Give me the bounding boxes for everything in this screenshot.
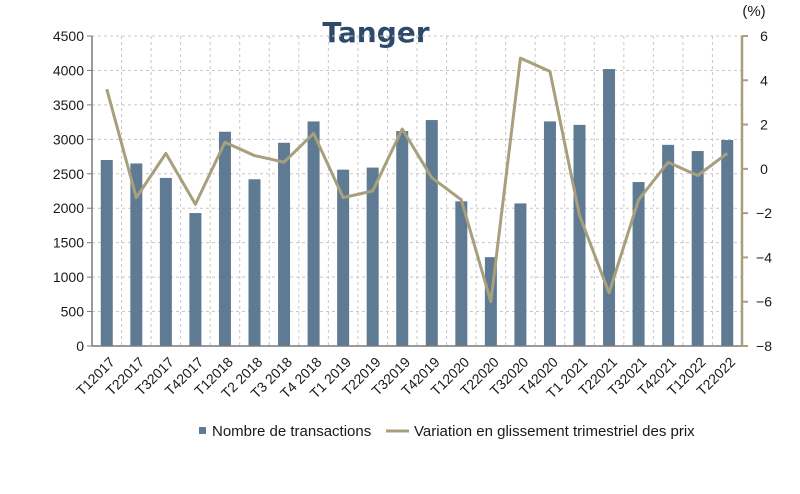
left-tick-label: 3000 (53, 131, 84, 147)
series-line (105, 56, 729, 304)
legend-label-transactions: Nombre de transactions (212, 423, 371, 440)
chart-title: Tanger (322, 16, 429, 49)
bar (248, 179, 261, 346)
right-axis-ticks: −8 −6 −4 −2 0 2 4 6 (742, 28, 772, 354)
bar (130, 163, 143, 346)
left-tick-label: 2500 (53, 166, 84, 182)
bar (721, 140, 734, 346)
line-series (105, 56, 729, 304)
legend-swatch-bar (199, 427, 206, 434)
left-tick-label: 2000 (53, 200, 84, 216)
bar (189, 213, 202, 346)
right-tick-label: −6 (756, 294, 772, 310)
bar (514, 203, 527, 346)
bar (603, 69, 616, 347)
right-tick-label: −2 (756, 205, 772, 221)
left-tick-label: 1000 (53, 269, 84, 285)
bar (662, 144, 675, 346)
right-tick-label: 0 (760, 161, 768, 177)
left-tick-label: 1500 (53, 235, 84, 251)
legend: Nombre de transactions Variation en gliss… (199, 423, 695, 440)
bar (159, 177, 172, 346)
bar (278, 142, 291, 346)
left-tick-label: 0 (76, 338, 84, 354)
bar (543, 121, 556, 346)
bar (307, 121, 320, 346)
grid (92, 35, 742, 346)
left-axis-ticks: 0 500 1000 1500 2000 2500 3000 3500 4000 4500 (53, 28, 92, 354)
right-tick-label: 2 (760, 117, 768, 133)
bar (396, 131, 409, 346)
bar (337, 169, 350, 346)
right-tick-label: 4 (760, 72, 768, 88)
bar (573, 124, 586, 346)
left-tick-label: 4500 (53, 28, 84, 44)
bar (632, 182, 645, 346)
bar (455, 201, 468, 346)
axes (91, 36, 744, 347)
bar (218, 131, 231, 346)
bar (425, 120, 438, 347)
left-tick-label: 500 (61, 304, 85, 320)
left-tick-label: 4000 (53, 62, 84, 78)
right-tick-label: 6 (760, 28, 768, 44)
legend-label-price-variation: Variation en glissement trimestriel des … (414, 423, 695, 440)
right-tick-label: −4 (756, 249, 772, 265)
bar (366, 167, 379, 346)
right-tick-label: −8 (756, 338, 772, 354)
left-tick-label: 3500 (53, 97, 84, 113)
bar (691, 151, 704, 346)
bar (100, 160, 113, 346)
right-axis-unit: (%) (742, 3, 765, 20)
